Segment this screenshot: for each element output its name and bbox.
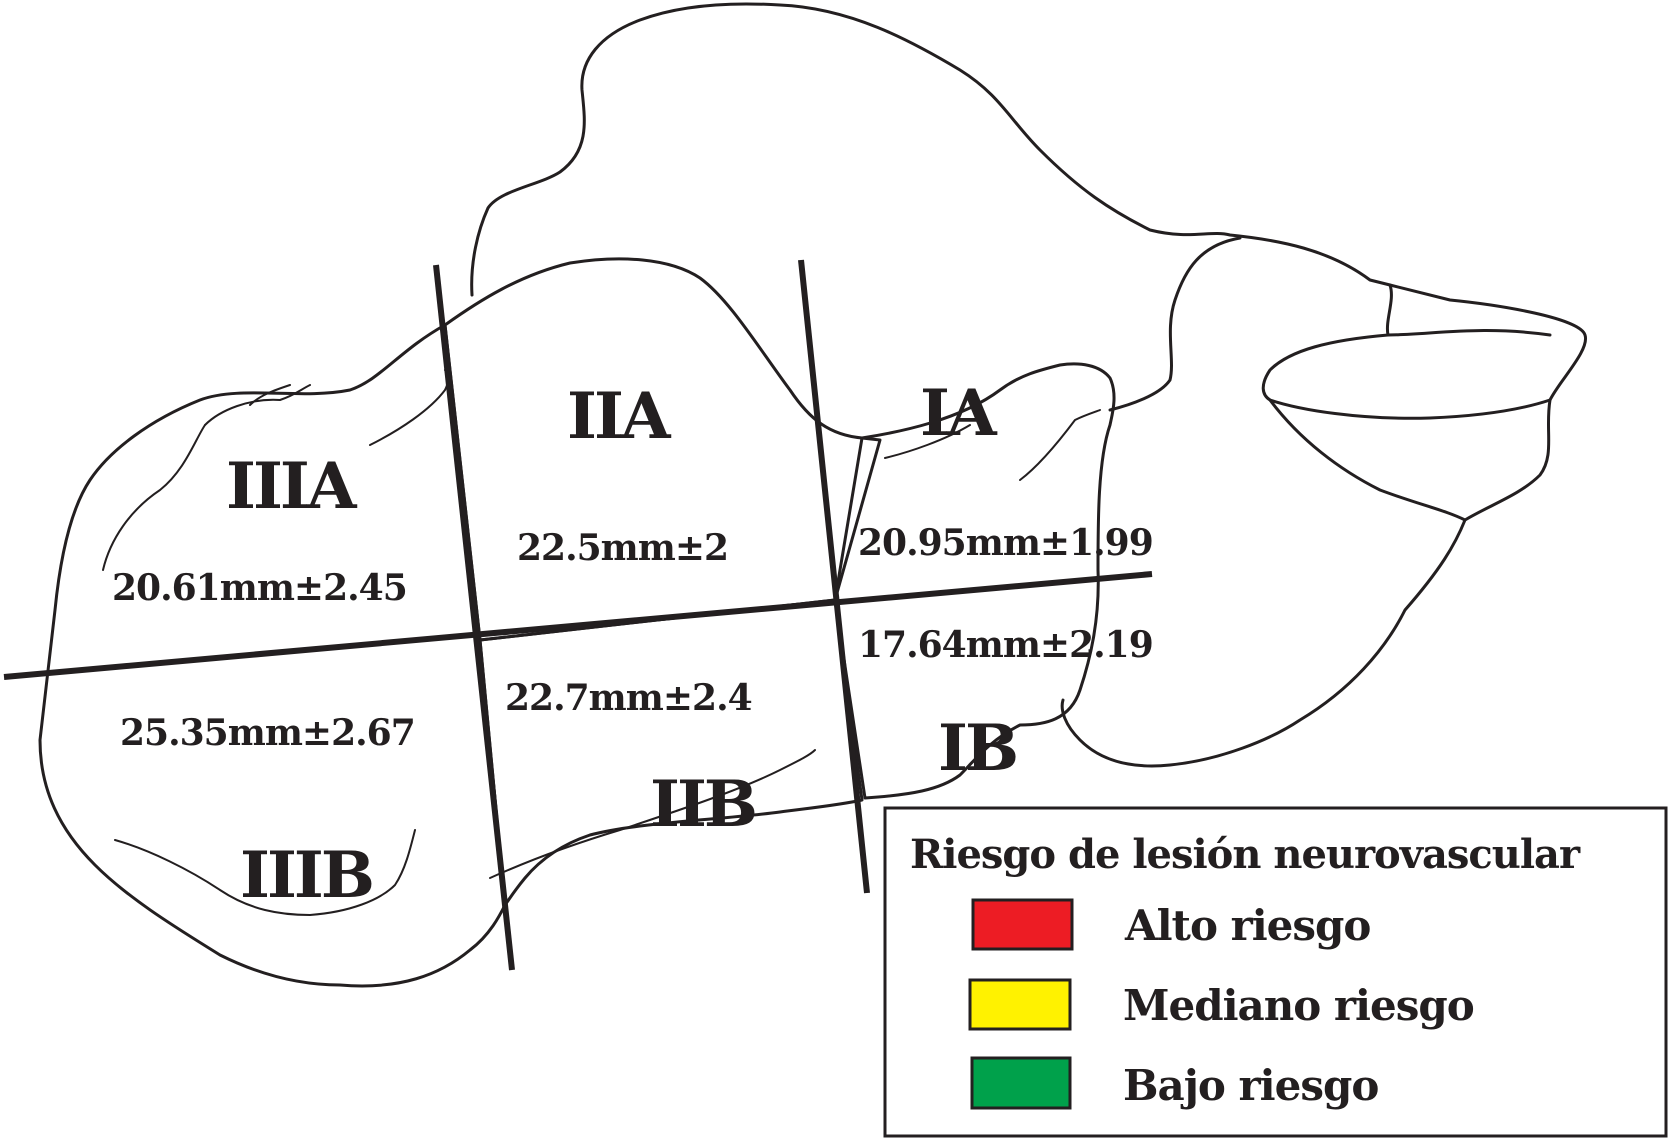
texture-line bbox=[249, 384, 291, 406]
legend-label-high: Alto riesgo bbox=[1124, 901, 1370, 950]
measurement-IA: 20.95mm±1.99 bbox=[858, 522, 1153, 564]
texture-line bbox=[369, 369, 449, 446]
legend-title: Riesgo de lesión neurovascular bbox=[910, 831, 1581, 878]
zone-label-IIB: IIB bbox=[650, 767, 755, 842]
zone-label-IIIB: IIIB bbox=[240, 838, 372, 913]
texture-line bbox=[489, 749, 816, 879]
zone-label-IB: IB bbox=[938, 711, 1016, 786]
legend-swatch-medium bbox=[968, 978, 1072, 1031]
legend-label-low: Bajo riesgo bbox=[1123, 1061, 1378, 1110]
zone-label-IIA: IIA bbox=[567, 379, 672, 454]
texture-line bbox=[102, 424, 206, 571]
bone-outline-cuneiform bbox=[1385, 283, 1552, 337]
bone-outline-talus bbox=[1268, 398, 1467, 522]
zone-region-IIIA-IIIB bbox=[38, 323, 507, 988]
bone-outline-upper bbox=[470, 2, 1587, 768]
texture-line bbox=[114, 829, 416, 917]
zone-label-IA: IA bbox=[920, 376, 998, 451]
divider-horizontal bbox=[3, 571, 1153, 680]
legend: Riesgo de lesión neurovascular Alto ries… bbox=[883, 806, 1668, 1138]
zone-label-IIIA: IIIA bbox=[226, 449, 358, 524]
divider-zone-II-III bbox=[433, 264, 515, 971]
legend-swatch-high bbox=[971, 898, 1074, 951]
legend-swatch-low bbox=[970, 1056, 1072, 1110]
bone-outline-navicular bbox=[1261, 333, 1552, 420]
zone-region-IA-IB bbox=[833, 362, 1116, 800]
measurement-IIB: 22.7mm±2.4 bbox=[505, 677, 752, 719]
zone-region-IIA bbox=[443, 257, 882, 642]
texture-line bbox=[1019, 409, 1101, 481]
measurement-IIIA: 20.61mm±2.45 bbox=[112, 567, 407, 609]
divider-zone-I-II bbox=[798, 259, 870, 894]
texture-line bbox=[204, 384, 311, 426]
texture-line bbox=[884, 424, 971, 459]
measurement-IIA: 22.5mm±2 bbox=[517, 527, 728, 569]
bone-outline-cuboid bbox=[1108, 236, 1242, 412]
measurement-IB: 17.64mm±2.19 bbox=[858, 624, 1153, 666]
legend-label-medium: Mediano riesgo bbox=[1123, 981, 1474, 1030]
measurement-IIIB: 25.35mm±2.67 bbox=[120, 712, 415, 754]
